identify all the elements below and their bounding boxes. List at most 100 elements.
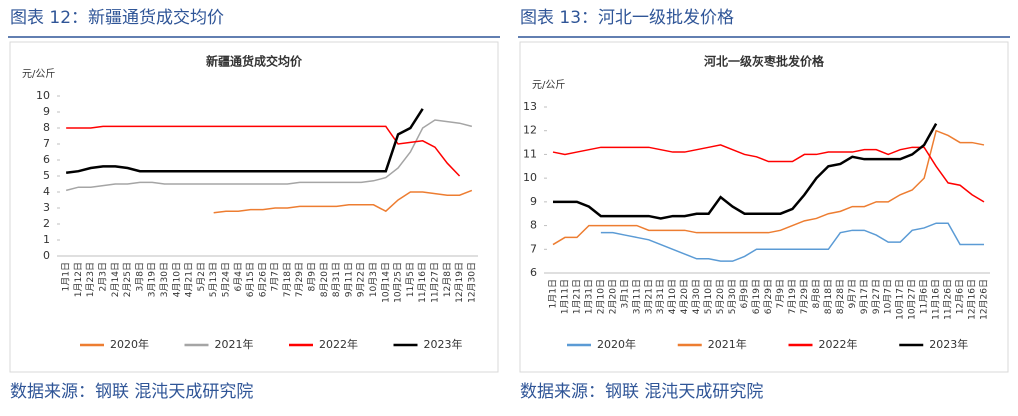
- caption: 图表 12：新疆通货成交均价: [10, 8, 224, 28]
- legend-label: 2022年: [319, 337, 358, 351]
- x-tick-label: 7月9日: [775, 279, 786, 308]
- x-tick-label: 2月10日: [595, 279, 606, 314]
- legend-label: 2021年: [708, 337, 747, 351]
- y-tick-label: 1: [43, 233, 50, 246]
- x-tick-label: 1月1日: [547, 279, 558, 308]
- chart-title: 新疆通货成交均价: [206, 54, 303, 69]
- x-tick-label: 2月25日: [122, 262, 133, 297]
- series-line: [552, 144, 985, 203]
- x-tick-label: 5月10日: [703, 279, 714, 314]
- x-tick-label: 3月1日: [619, 279, 630, 308]
- x-tick-label: 9月27日: [871, 279, 882, 314]
- y-tick-label: 10: [523, 171, 537, 184]
- y-tick-label: 9: [530, 195, 537, 208]
- y-tick-label: 6: [43, 153, 50, 166]
- x-tick-label: 9月22日: [356, 262, 367, 297]
- y-tick-label: 9: [43, 105, 50, 118]
- x-tick-label: 10月7日: [883, 279, 894, 314]
- y-tick-label: 10: [36, 89, 50, 102]
- y-tick-label: 7: [43, 137, 50, 150]
- x-tick-label: 3月19日: [147, 262, 158, 297]
- y-tick-label: 7: [530, 242, 537, 255]
- x-tick-label: 5月13日: [208, 262, 219, 297]
- chart-frame: [9, 41, 499, 373]
- x-tick-label: 10月25日: [393, 262, 404, 303]
- x-tick-label: 6月9日: [739, 279, 750, 308]
- series-line: [552, 122, 938, 220]
- chart-title: 河北一级灰枣批发价格: [703, 54, 825, 69]
- x-tick-label: 8月28日: [835, 279, 846, 314]
- source: 数据来源：钢联 混沌天成研究院: [520, 382, 763, 402]
- x-tick-label: 4月21日: [184, 262, 195, 297]
- x-tick-label: 11月26日: [943, 279, 954, 320]
- legend-label: 2020年: [110, 337, 149, 351]
- y-tick-label: 3: [43, 201, 50, 214]
- legend-label: 2023年: [929, 337, 968, 351]
- series-line: [552, 129, 985, 246]
- x-tick-label: 1月23日: [85, 262, 96, 297]
- series-line: [65, 119, 473, 192]
- x-tick-label: 9月17日: [859, 279, 870, 314]
- x-tick-label: 11月5日: [405, 262, 416, 297]
- legend-label: 2020年: [597, 337, 636, 351]
- x-tick-label: 4月30日: [691, 279, 702, 314]
- x-tick-label: 2月14日: [110, 262, 121, 297]
- x-tick-label: 1月1日: [61, 262, 72, 291]
- x-tick-label: 10月17日: [895, 279, 906, 320]
- x-tick-label: 4月10日: [667, 279, 678, 314]
- series-line: [66, 125, 461, 177]
- x-tick-label: 7月29日: [799, 279, 810, 314]
- x-tick-label: 5月20日: [715, 279, 726, 314]
- x-tick-label: 11月6日: [919, 279, 930, 314]
- y-tick-label: 0: [43, 249, 50, 262]
- y-tick-label: 2: [43, 217, 50, 230]
- x-tick-label: 7月19日: [787, 279, 798, 314]
- x-tick-label: 12月6日: [955, 279, 966, 314]
- x-tick-label: 12月16日: [967, 279, 978, 320]
- x-tick-label: 7月18日: [282, 262, 293, 297]
- x-tick-label: 12月8日: [442, 262, 453, 297]
- chart-frame: [519, 41, 1009, 373]
- legend-label: 2022年: [819, 337, 858, 351]
- x-tick-label: 3月11日: [631, 279, 642, 314]
- y-unit: 元/公斤: [22, 68, 55, 80]
- legend-label: 2021年: [215, 337, 254, 351]
- x-tick-label: 6月29日: [763, 279, 774, 314]
- x-tick-label: 3月21日: [643, 279, 654, 314]
- x-tick-label: 6月26日: [257, 262, 268, 297]
- x-tick-label: 3月8日: [134, 262, 145, 291]
- x-tick-label: 8月31日: [331, 262, 342, 297]
- x-tick-label: 6月15日: [245, 262, 256, 297]
- x-tick-label: 3月31日: [655, 279, 666, 314]
- x-tick-label: 7月7日: [270, 262, 281, 291]
- y-tick-label: 8: [530, 219, 537, 232]
- legend-label: 2023年: [424, 337, 463, 351]
- x-tick-label: 1月12日: [73, 262, 84, 297]
- caption: 图表 13：河北一级批发价格: [520, 8, 734, 28]
- x-tick-label: 10月3日: [368, 262, 379, 297]
- x-tick-label: 8月9日: [307, 262, 318, 291]
- x-tick-label: 12月19日: [454, 262, 465, 303]
- x-tick-label: 9月11日: [343, 262, 354, 297]
- x-tick-label: 1月21日: [571, 279, 582, 314]
- y-tick-label: 8: [43, 121, 50, 134]
- x-tick-label: 10月27日: [907, 279, 918, 320]
- x-tick-label: 5月30日: [727, 279, 738, 314]
- x-tick-label: 6月4日: [233, 262, 244, 291]
- y-tick-label: 13: [523, 100, 537, 113]
- x-tick-label: 9月7日: [847, 279, 858, 308]
- x-tick-label: 2月3日: [98, 262, 109, 291]
- y-tick-label: 4: [43, 185, 50, 198]
- x-tick-label: 12月30日: [466, 262, 477, 303]
- x-tick-label: 8月18日: [823, 279, 834, 314]
- x-tick-label: 5月24日: [220, 262, 231, 297]
- x-tick-label: 11月16日: [417, 262, 428, 303]
- x-tick-label: 10月14日: [380, 262, 391, 303]
- series-line: [213, 189, 473, 214]
- source: 数据来源：钢联 混沌天成研究院: [10, 382, 253, 402]
- series-line: [65, 108, 424, 175]
- y-tick-label: 12: [523, 124, 537, 137]
- series-line: [600, 222, 985, 262]
